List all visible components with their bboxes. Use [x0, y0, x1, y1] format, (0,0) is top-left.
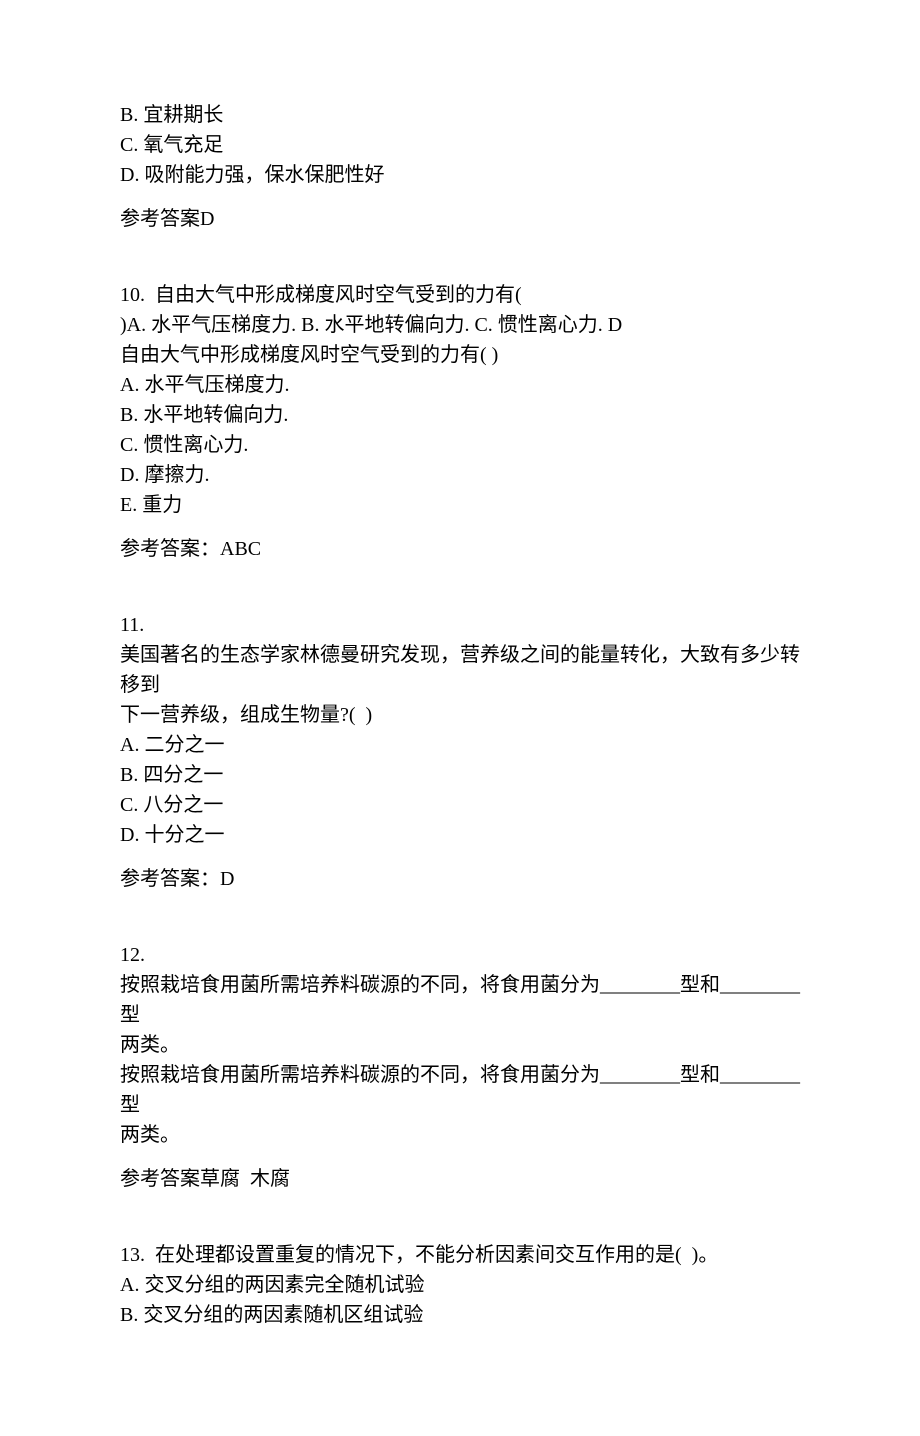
option-e: E. 重力	[120, 490, 800, 520]
option-c: C. 氧气充足	[120, 130, 800, 160]
answer-label: 参考答案草腐 木腐	[120, 1164, 800, 1194]
option-b: B. 交叉分组的两因素随机区组试验	[120, 1300, 800, 1330]
option-b: B. 宜耕期长	[120, 100, 800, 130]
option-a: A. 水平气压梯度力.	[120, 370, 800, 400]
question-12: 12. 按照栽培食用菌所需培养料碳源的不同，将食用菌分为________型和__…	[120, 940, 800, 1194]
question-11: 11. 美国著名的生态学家林德曼研究发现，营养级之间的能量转化，大致有多少转移到…	[120, 610, 800, 894]
answer-label: 参考答案：ABC	[120, 534, 800, 564]
answer-label: 参考答案D	[120, 204, 800, 234]
question-stem: 两类。	[120, 1030, 800, 1060]
question-stem: 美国著名的生态学家林德曼研究发现，营养级之间的能量转化，大致有多少转移到	[120, 640, 800, 700]
question-number: 12.	[120, 940, 800, 970]
question-10: 10. 自由大气中形成梯度风时空气受到的力有( )A. 水平气压梯度力. B. …	[120, 280, 800, 564]
option-b: B. 水平地转偏向力.	[120, 400, 800, 430]
option-d: D. 摩擦力.	[120, 460, 800, 490]
option-d: D. 十分之一	[120, 820, 800, 850]
question-stem: 按照栽培食用菌所需培养料碳源的不同，将食用菌分为________型和______…	[120, 970, 800, 1030]
question-stem: 下一营养级，组成生物量?( )	[120, 700, 800, 730]
question-stem: 按照栽培食用菌所需培养料碳源的不同，将食用菌分为________型和______…	[120, 1060, 800, 1120]
option-c: C. 惯性离心力.	[120, 430, 800, 460]
question-stem: 10. 自由大气中形成梯度风时空气受到的力有(	[120, 280, 800, 310]
option-d: D. 吸附能力强，保水保肥性好	[120, 160, 800, 190]
answer-label: 参考答案：D	[120, 864, 800, 894]
option-b: B. 四分之一	[120, 760, 800, 790]
option-a: A. 交叉分组的两因素完全随机试验	[120, 1270, 800, 1300]
option-a: A. 二分之一	[120, 730, 800, 760]
question-number: 11.	[120, 610, 800, 640]
option-c: C. 八分之一	[120, 790, 800, 820]
question-9-tail: B. 宜耕期长 C. 氧气充足 D. 吸附能力强，保水保肥性好 参考答案D	[120, 100, 800, 234]
question-stem: 自由大气中形成梯度风时空气受到的力有( )	[120, 340, 800, 370]
question-stem: 13. 在处理都设置重复的情况下，不能分析因素间交互作用的是( )。	[120, 1240, 800, 1270]
question-13: 13. 在处理都设置重复的情况下，不能分析因素间交互作用的是( )。 A. 交叉…	[120, 1240, 800, 1330]
question-stem: 两类。	[120, 1120, 800, 1150]
question-stem: )A. 水平气压梯度力. B. 水平地转偏向力. C. 惯性离心力. D	[120, 310, 800, 340]
